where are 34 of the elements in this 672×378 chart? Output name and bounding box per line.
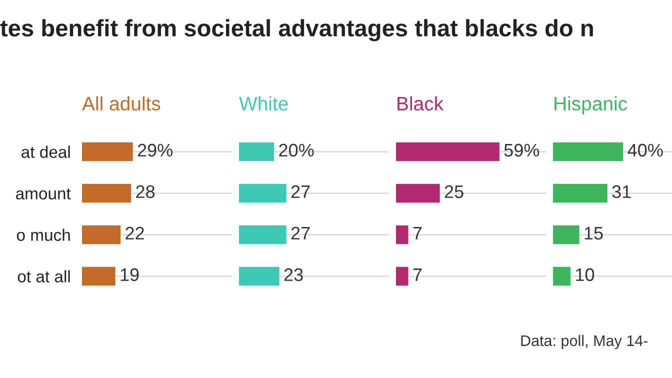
text: tes benefit from societal advantages that blacks do n	[0, 19, 593, 42]
data-label: 22	[126, 226, 144, 240]
series-label: All adults	[82, 96, 160, 111]
bar	[82, 225, 121, 244]
data-label: 10	[576, 268, 594, 282]
series-label: Black	[398, 96, 444, 111]
data-label: 7	[413, 268, 422, 281]
bar	[553, 184, 608, 203]
data-label: 15	[584, 226, 603, 240]
series-label: White	[239, 96, 288, 111]
data-label: 23	[284, 268, 303, 282]
y-tick-label: o much	[16, 228, 70, 241]
bar	[82, 142, 133, 162]
bar	[553, 142, 624, 162]
y-tick-label: ot at all	[18, 270, 70, 282]
data-label: 29%	[138, 144, 173, 157]
data-label: 27	[291, 226, 310, 240]
text: Data: poll, May 14-	[521, 334, 648, 350]
data-label: 28	[136, 185, 155, 198]
bar	[82, 184, 132, 203]
data-label: 25	[444, 185, 464, 198]
data-label: 31	[612, 185, 631, 198]
data-label: 59%	[504, 144, 540, 157]
data-label: 27	[291, 185, 310, 198]
series-label: Hispanic	[554, 96, 628, 114]
data-label: 20%	[279, 144, 314, 157]
y-tick-label: amount	[16, 188, 71, 200]
data-label: 40%	[628, 144, 663, 157]
data-label: 7	[413, 226, 422, 240]
bar	[82, 266, 116, 286]
y-tick-label: at deal	[22, 146, 70, 158]
data-label: 19	[120, 268, 139, 282]
bar	[553, 225, 580, 244]
bar	[553, 266, 571, 286]
